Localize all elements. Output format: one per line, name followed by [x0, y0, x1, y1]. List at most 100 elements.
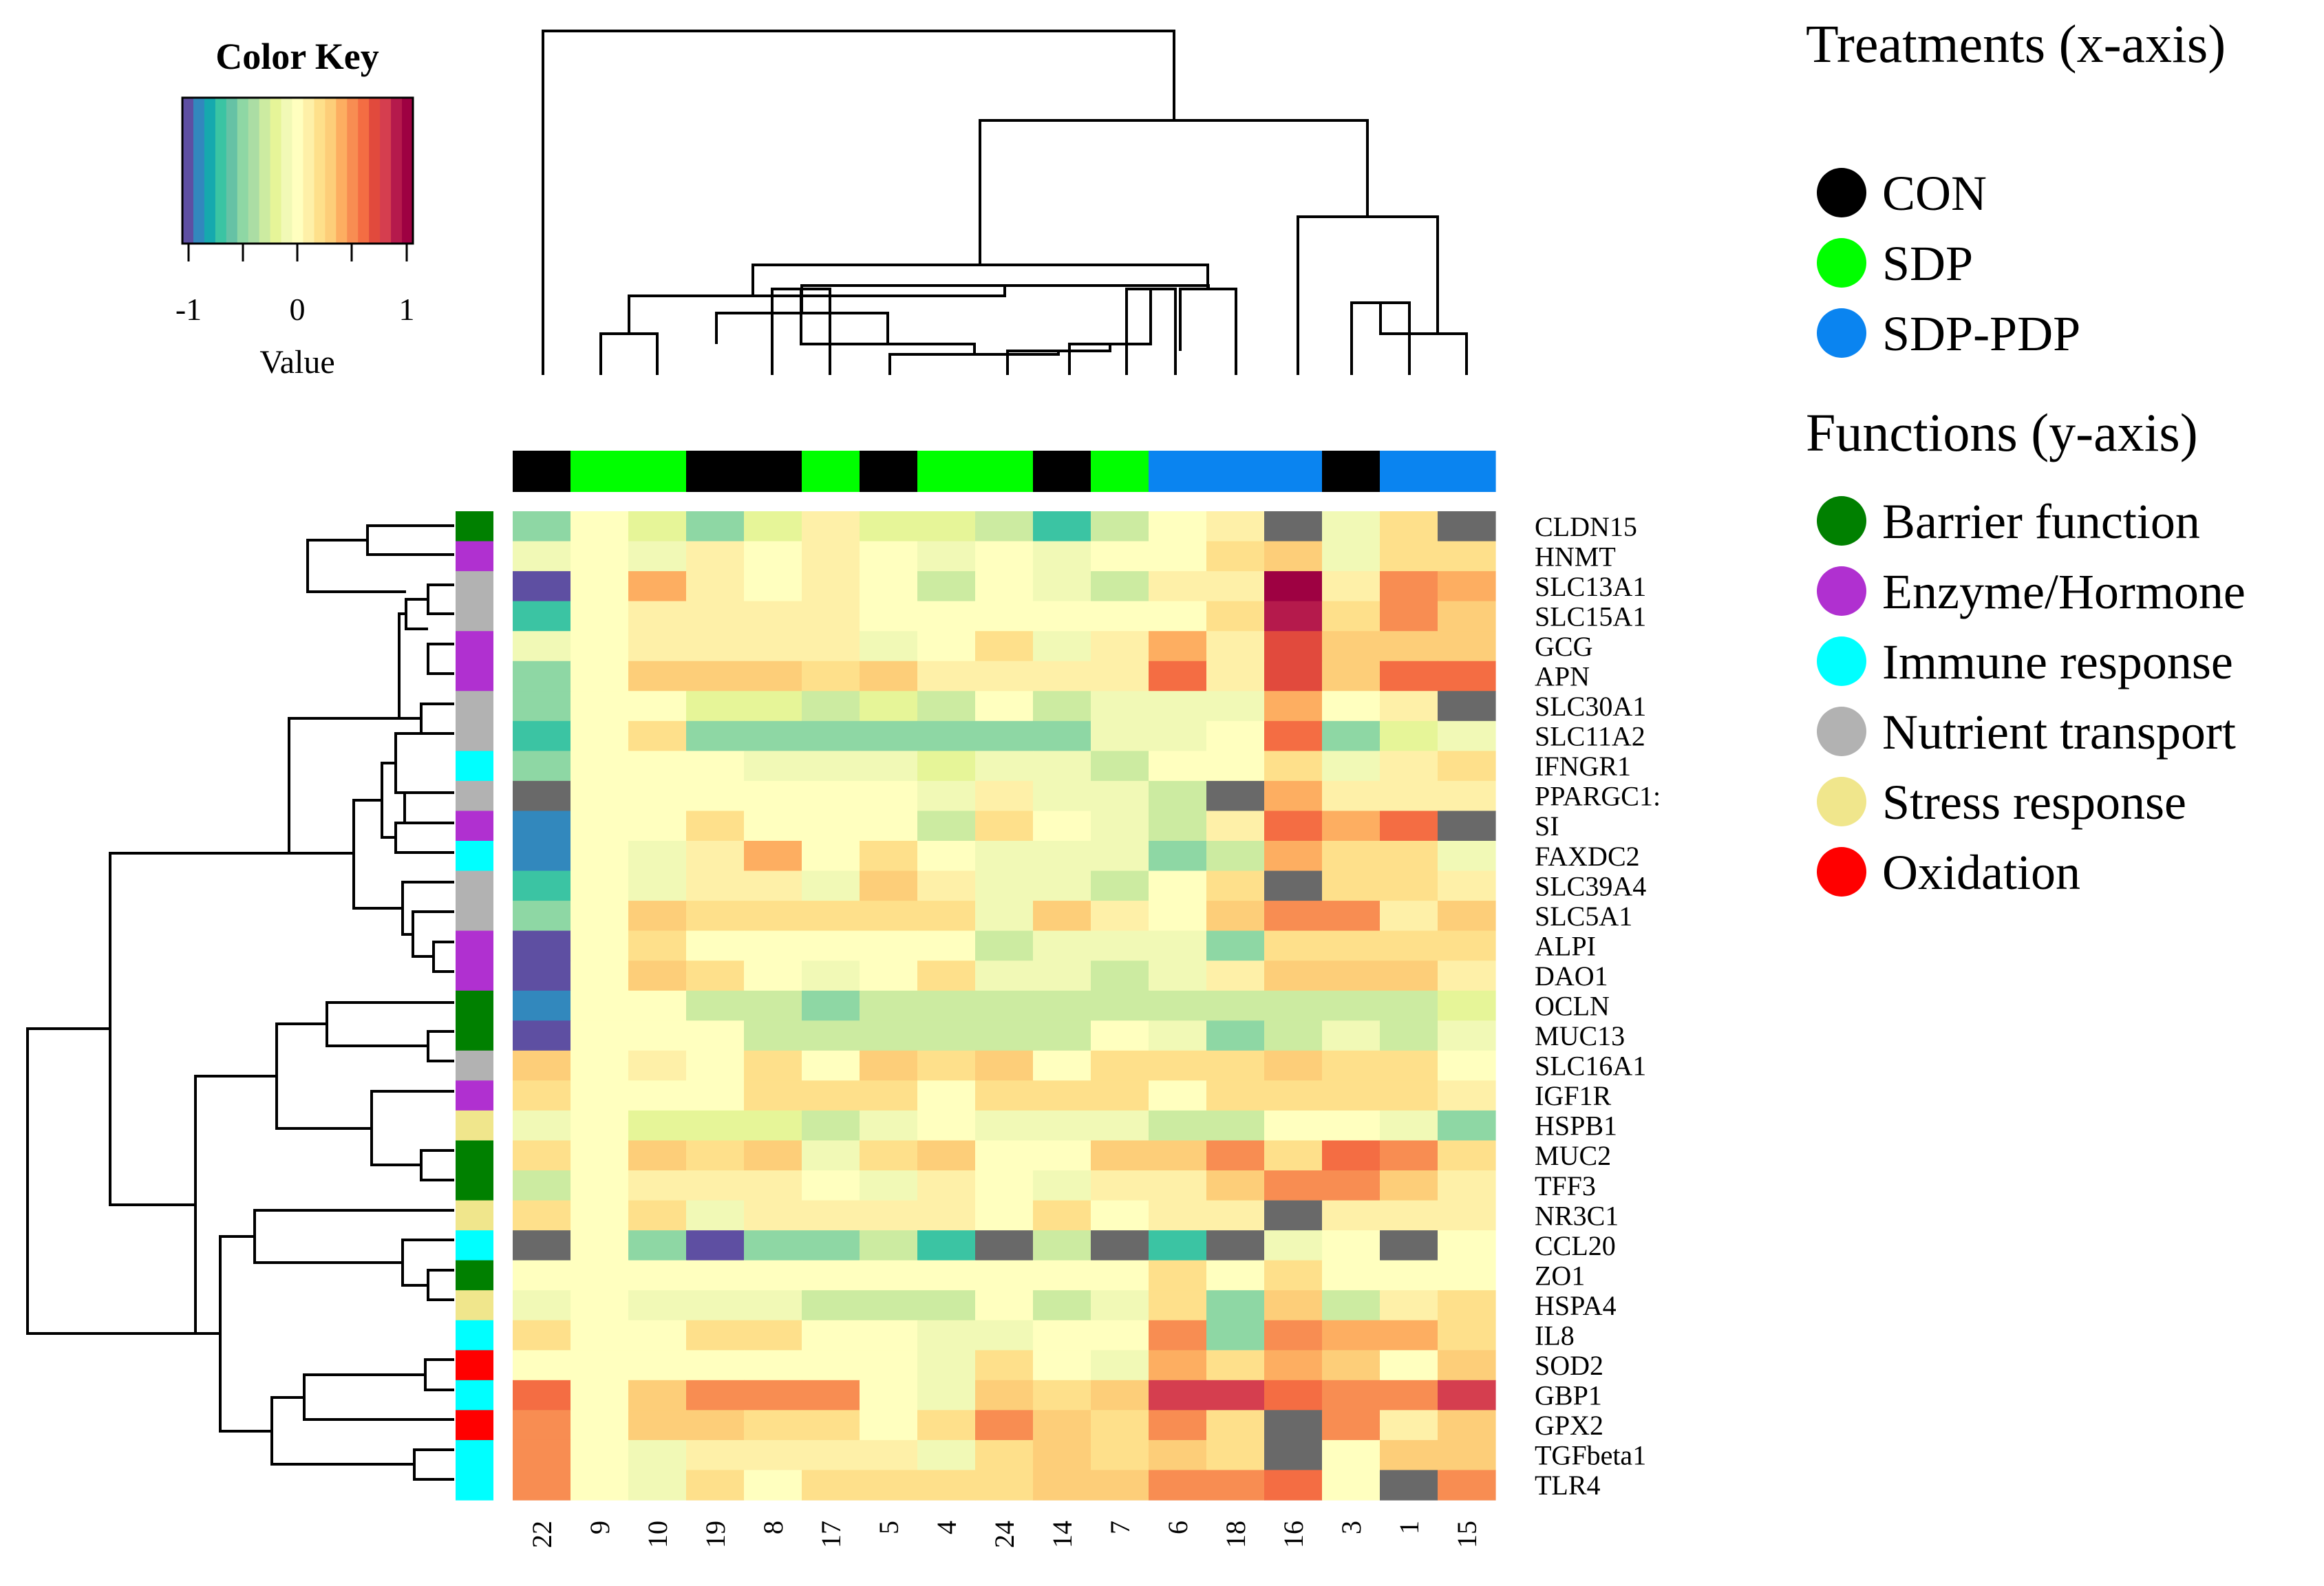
heatmap-cell-sod2-3	[1322, 1350, 1380, 1381]
heatmap-cell-gcg-22	[513, 631, 571, 662]
heatmap-cell-alpi-24	[975, 930, 1034, 961]
heatmap-cell-igf1r-22	[513, 1080, 571, 1111]
heatmap-cell-alpi-6	[1149, 930, 1207, 961]
heatmap-cell-muc13-5	[860, 1020, 918, 1051]
heatmap-cell-hspb1-18	[1206, 1110, 1265, 1142]
heatmap-cell-hnmt-15	[1438, 541, 1496, 572]
heatmap-cell-slc15a1-3	[1322, 601, 1380, 632]
heatmap-cell-ppargc1-6	[1149, 780, 1207, 812]
heatmap-cell-slc16a1-14	[1033, 1050, 1091, 1081]
heatmap-cell-gcg-7	[1091, 631, 1149, 662]
heatmap-cell-muc13-14	[1033, 1020, 1091, 1051]
heatmap-cell-sod2-15	[1438, 1350, 1496, 1381]
heatmap-cell-slc15a1-6	[1149, 601, 1207, 632]
heatmap-cell-si-14	[1033, 811, 1091, 842]
heatmap-cell-tlr4-3	[1322, 1470, 1380, 1501]
heatmap-cell-muc13-22	[513, 1020, 571, 1051]
function-bar-cell-gcg	[456, 631, 493, 662]
heatmap-cell-slc13a1-7	[1091, 571, 1149, 602]
heatmap-cell-alpi-1	[1380, 930, 1438, 961]
heatmap-cell-nr3c1-18	[1206, 1200, 1265, 1231]
heatmap-cell-alpi-7	[1091, 930, 1149, 961]
heatmap-cell-gpx2-9	[571, 1410, 629, 1441]
heatmap-cell-ccl20-19	[686, 1230, 745, 1261]
row-label-zo1: ZO1	[1535, 1260, 1585, 1291]
heatmap-cell-tgfbeta1-5	[860, 1439, 918, 1471]
heatmap-cell-gcg-3	[1322, 631, 1380, 662]
row-dendrogram	[26, 524, 454, 1481]
heatmap-cell-gcg-16	[1264, 631, 1323, 662]
function-bar-cell-ccl20	[456, 1230, 493, 1261]
heatmap-cell-alpi-16	[1264, 930, 1323, 961]
heatmap-cell-cldn15-19	[686, 511, 745, 542]
heatmap-cell-ocln-22	[513, 990, 571, 1021]
row-label-slc13a1: SLC13A1	[1535, 571, 1646, 602]
heatmap-cell-slc39a4-3	[1322, 870, 1380, 901]
heatmap-cell-igf1r-14	[1033, 1080, 1091, 1111]
heatmap-cell-slc5a1-6	[1149, 901, 1207, 932]
heatmap-cell-igf1r-3	[1322, 1080, 1380, 1111]
heatmap-cell-muc13-18	[1206, 1020, 1265, 1051]
heatmap-cell-ppargc1-1	[1380, 780, 1438, 812]
heatmap-cell-slc5a1-17	[802, 901, 860, 932]
heatmap-cell-ccl20-6	[1149, 1230, 1207, 1261]
row-label-hnmt: HNMT	[1535, 541, 1616, 572]
heatmap-cell-slc5a1-14	[1033, 901, 1091, 932]
heatmap-cell-slc30a1-3	[1322, 691, 1380, 722]
heatmap-cell-cldn15-24	[975, 511, 1034, 542]
column-label-4: 4	[931, 1521, 962, 1534]
heatmap-cell-cldn15-18	[1206, 511, 1265, 542]
row-label-ocln: OCLN	[1535, 991, 1610, 1022]
treatment-bar-cell-6	[1149, 451, 1207, 492]
heatmap-cell-tlr4-1	[1380, 1470, 1438, 1501]
heatmap-cell-slc39a4-1	[1380, 870, 1438, 901]
row-label-slc15a1: SLC15A1	[1535, 601, 1646, 632]
heatmap-cell-gbp1-5	[860, 1380, 918, 1411]
heatmap-cell-apn-18	[1206, 661, 1265, 692]
heatmap-cell-tff3-8	[744, 1170, 802, 1201]
heatmap-cell-si-3	[1322, 811, 1380, 842]
color-key-swatch-9	[281, 98, 293, 244]
color-key-swatch-10	[292, 98, 304, 244]
heatmap-cell-il8-18	[1206, 1320, 1265, 1351]
heatmap-cell-slc16a1-4	[917, 1050, 976, 1081]
heatmap-cell-slc16a1-18	[1206, 1050, 1265, 1081]
heatmap-cell-tff3-14	[1033, 1170, 1091, 1201]
heatmap-cell-muc2-15	[1438, 1140, 1496, 1171]
legend-label-immune: Immune response	[1882, 634, 2233, 689]
legend-label-con: CON	[1882, 166, 1987, 221]
heatmap-cell-gbp1-19	[686, 1380, 745, 1411]
heatmap-cell-si-19	[686, 811, 745, 842]
heatmap-cell-ocln-9	[571, 990, 629, 1021]
heatmap-cell-slc16a1-3	[1322, 1050, 1380, 1081]
heatmap-cell-alpi-3	[1322, 930, 1380, 961]
row-label-faxdc2: FAXDC2	[1535, 841, 1640, 872]
heatmap-cell-gcg-14	[1033, 631, 1091, 662]
heatmap-cell-tff3-19	[686, 1170, 745, 1201]
heatmap-cell-ocln-8	[744, 990, 802, 1021]
heatmap-cell-hspb1-14	[1033, 1110, 1091, 1142]
heatmap-cell-slc30a1-5	[860, 691, 918, 722]
heatmap-cell-il8-15	[1438, 1320, 1496, 1351]
heatmap-cell-slc5a1-9	[571, 901, 629, 932]
heatmap-cell-slc11a2-22	[513, 720, 571, 751]
heatmap-cell-slc16a1-1	[1380, 1050, 1438, 1081]
heatmap-cell-zo1-5	[860, 1260, 918, 1291]
heatmap-cell-muc2-19	[686, 1140, 745, 1171]
heatmap-cell-tgfbeta1-6	[1149, 1439, 1207, 1471]
heatmap-cell-faxdc2-1	[1380, 841, 1438, 872]
heatmap-cell-faxdc2-22	[513, 841, 571, 872]
heatmap-cell-slc11a2-9	[571, 720, 629, 751]
heatmap-cell-tgfbeta1-9	[571, 1439, 629, 1471]
heatmap-cell-hnmt-16	[1264, 541, 1323, 572]
heatmap-cell-apn-7	[1091, 661, 1149, 692]
heatmap-cell-gcg-8	[744, 631, 802, 662]
heatmap-cell-igf1r-10	[628, 1080, 687, 1111]
row-label-si: SI	[1535, 811, 1559, 842]
heatmap-cell-hspb1-3	[1322, 1110, 1380, 1142]
heatmap-cell-ifngr1-15	[1438, 751, 1496, 782]
treatment-bar-cell-24	[975, 451, 1034, 492]
heatmap-cell-hspa4-15	[1438, 1290, 1496, 1321]
heatmap-cell-muc2-10	[628, 1140, 687, 1171]
heatmap-cell-slc30a1-17	[802, 691, 860, 722]
